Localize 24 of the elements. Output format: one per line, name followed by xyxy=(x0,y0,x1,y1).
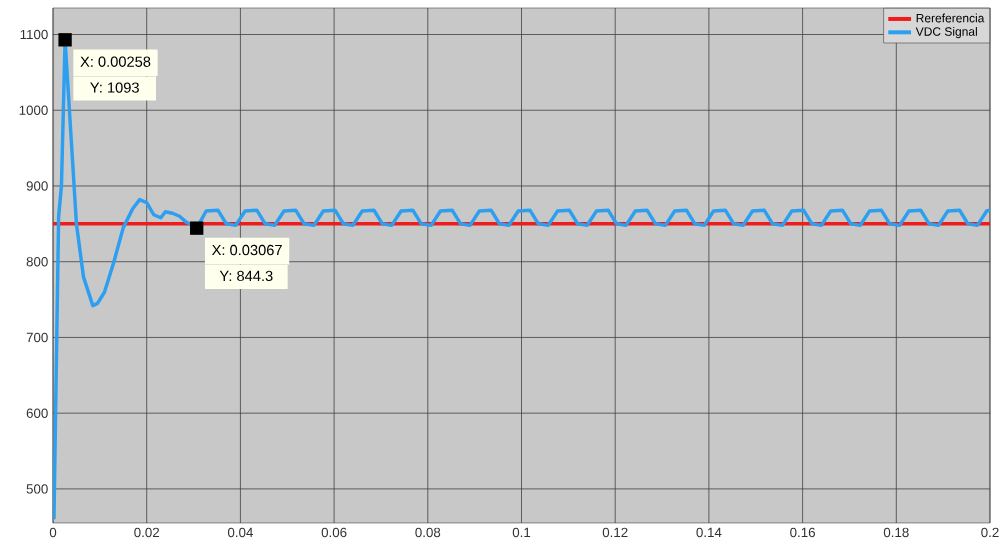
x-tick-label: 0.08 xyxy=(415,527,441,538)
x-tick-label: 0.04 xyxy=(227,527,253,538)
x-tick-label: 0.2 xyxy=(981,527,999,538)
y-tick-label: 600 xyxy=(26,408,48,418)
x-tick-label: 0.02 xyxy=(134,527,160,538)
x-tick-label: 0.1 xyxy=(512,527,531,538)
x-tick-label: 0.06 xyxy=(321,527,347,538)
x-tick-label: 0.16 xyxy=(790,527,815,538)
y-tick-label: 500 xyxy=(26,484,48,494)
annotation: X: 0.03067 xyxy=(211,244,282,256)
legend-label: Rereferencia xyxy=(916,13,985,23)
x-tick-label: 0.14 xyxy=(696,527,722,538)
annotation: Y: 1093 xyxy=(90,82,139,93)
y-tick-label: 700 xyxy=(26,332,48,343)
x-tick-label: 0.12 xyxy=(602,527,628,538)
y-tick-label: 1100 xyxy=(20,29,48,40)
annotation: X: 0.00258 xyxy=(80,56,151,67)
x-tick-label: 0.18 xyxy=(883,527,909,538)
legend-label: VDC Signal xyxy=(915,26,977,39)
y-tick-label: 800 xyxy=(26,256,48,267)
annotation: Y: 844.3 xyxy=(219,270,273,282)
y-tick-label: 1000 xyxy=(19,105,48,115)
y-tick-label: 900 xyxy=(26,181,48,191)
x-tick-label: 0 xyxy=(49,527,57,538)
